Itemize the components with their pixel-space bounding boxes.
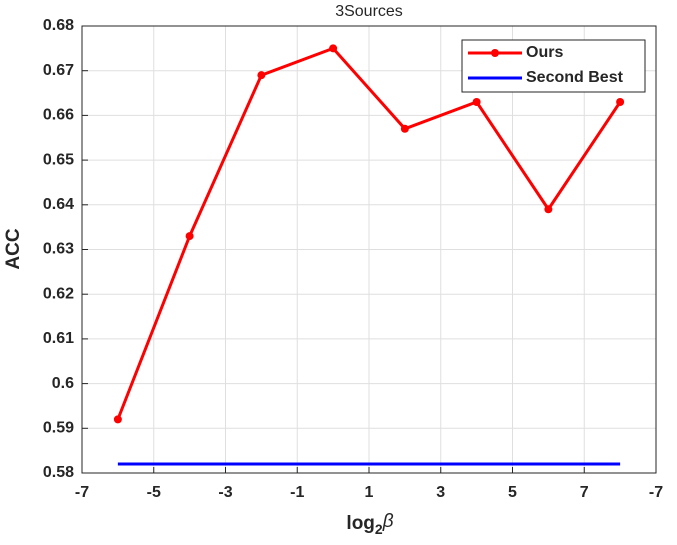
data-point [544, 205, 553, 214]
legend-box [461, 39, 646, 93]
chart-title: 3Sources [335, 3, 403, 20]
x-tick-label: -7 [75, 484, 89, 501]
x-tick-label: 5 [508, 484, 517, 501]
data-point [185, 232, 194, 241]
legend-label: Second Best [526, 69, 624, 86]
x-tick-label: 7 [580, 484, 589, 501]
y-tick-label: 0.6 [52, 375, 74, 392]
y-tick-label: 0.61 [43, 330, 74, 347]
x-tick-label: -3 [218, 484, 232, 501]
x-tick-label: -7 [649, 484, 663, 501]
legend-marker [491, 49, 499, 57]
x-tick-label: 1 [365, 484, 374, 501]
data-point [616, 97, 625, 106]
y-tick-label: 0.58 [43, 464, 74, 481]
data-point [329, 44, 338, 53]
data-point [472, 97, 481, 106]
y-tick-label: 0.67 [43, 62, 74, 79]
y-axis-label: ACC [3, 228, 24, 269]
x-tick-label: 3 [436, 484, 445, 501]
data-point [113, 415, 122, 424]
x-label-text: log [346, 513, 375, 534]
y-tick-label: 0.65 [43, 151, 74, 168]
x-label-symbol: β [382, 511, 394, 532]
y-tick-label: 0.64 [43, 196, 74, 213]
legend-label: Ours [526, 44, 563, 61]
x-label-subscript: 2 [375, 521, 383, 537]
x-tick-label: -1 [290, 484, 304, 501]
series-line [116, 46, 622, 420]
y-tick-label: 0.62 [43, 285, 74, 302]
y-tick-label: 0.59 [43, 420, 74, 437]
data-point [400, 124, 409, 133]
x-tick-label: -5 [147, 484, 161, 501]
y-tick-label: 0.63 [43, 241, 74, 258]
plot-frame [81, 25, 657, 474]
data-point [257, 71, 266, 80]
y-tick-label: 0.68 [43, 17, 74, 34]
x-axis-label: log2β [346, 511, 393, 537]
y-tick-label: 0.66 [43, 107, 74, 124]
